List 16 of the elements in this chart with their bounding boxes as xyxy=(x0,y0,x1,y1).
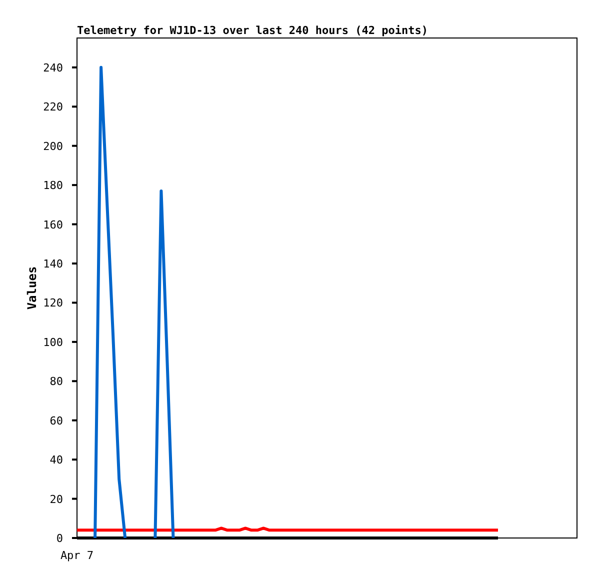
y-tick-label: 140 xyxy=(43,257,63,270)
y-tick-label: 20 xyxy=(50,492,63,506)
y-tick-label: 160 xyxy=(43,218,63,232)
y-tick-label: 180 xyxy=(43,179,63,192)
y-tick-label: 200 xyxy=(43,140,63,153)
y-tick-label: 60 xyxy=(50,414,63,428)
y-tick-label: 240 xyxy=(43,61,63,74)
y-tick-label: 40 xyxy=(50,454,63,467)
chart-title: Telemetry for WJ1D-13 over last 240 hours (42 points) xyxy=(77,24,428,37)
y-axis-title: Values xyxy=(25,266,39,310)
y-tick-label: 120 xyxy=(43,296,63,310)
text: Apr 7 xyxy=(60,549,94,562)
y-tick-label: 100 xyxy=(43,336,63,349)
y-tick-label: 0 xyxy=(56,532,63,545)
y-tick-label: 80 xyxy=(50,375,63,388)
y-tick-label: 220 xyxy=(43,100,63,114)
